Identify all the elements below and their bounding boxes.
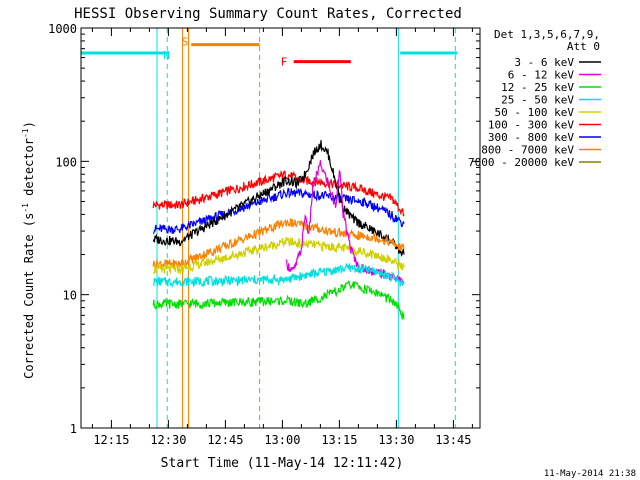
legend-header: Det 1,3,5,6,7,9, (494, 28, 600, 41)
x-tick-label: 12:30 (150, 433, 186, 447)
legend-label: 800 - 7000 keV (481, 144, 574, 157)
x-axis-label: Start Time (11-May-14 12:11:42) (161, 456, 404, 471)
legend-header: Att 0 (567, 40, 600, 53)
series-line (152, 236, 405, 275)
flare-label: F (281, 56, 288, 69)
n-label: N (163, 49, 170, 62)
timestamp: 11-May-2014 21:38 (544, 469, 636, 479)
legend-label: 6 - 12 keV (508, 69, 575, 82)
legend-label: 7000 - 20000 keV (468, 156, 574, 169)
y-tick-label: 10 (63, 289, 77, 303)
x-tick-label: 12:45 (207, 433, 243, 447)
y-tick-label: 100 (55, 155, 77, 169)
series-line (152, 169, 405, 217)
y-tick-label: 1000 (48, 22, 77, 36)
legend-label: 300 - 800 keV (488, 131, 574, 144)
legend-label: 50 - 100 keV (495, 106, 575, 119)
x-tick-label: 13:45 (435, 433, 471, 447)
y-axis-label: Corrected Count Rate (s-1 detector-1) (21, 121, 36, 379)
plot-frame (80, 27, 481, 429)
x-tick-label: 13:00 (264, 433, 300, 447)
legend-label: 100 - 300 keV (488, 119, 574, 132)
legend-label: 25 - 50 keV (501, 94, 574, 107)
x-tick-label: 12:15 (93, 433, 129, 447)
x-tick-label: 13:15 (321, 433, 357, 447)
s-label: S (182, 36, 189, 49)
series-line (152, 280, 405, 320)
y-tick-label: 1 (70, 422, 77, 436)
series-line (153, 263, 405, 289)
legend-label: 3 - 6 keV (514, 56, 574, 69)
series-line (152, 187, 405, 235)
series-line (152, 140, 405, 257)
chart-title: HESSI Observing Summary Count Rates, Cor… (74, 6, 462, 22)
legend-label: 12 - 25 keV (501, 81, 574, 94)
x-tick-label: 13:30 (378, 433, 414, 447)
series-line (152, 217, 405, 270)
